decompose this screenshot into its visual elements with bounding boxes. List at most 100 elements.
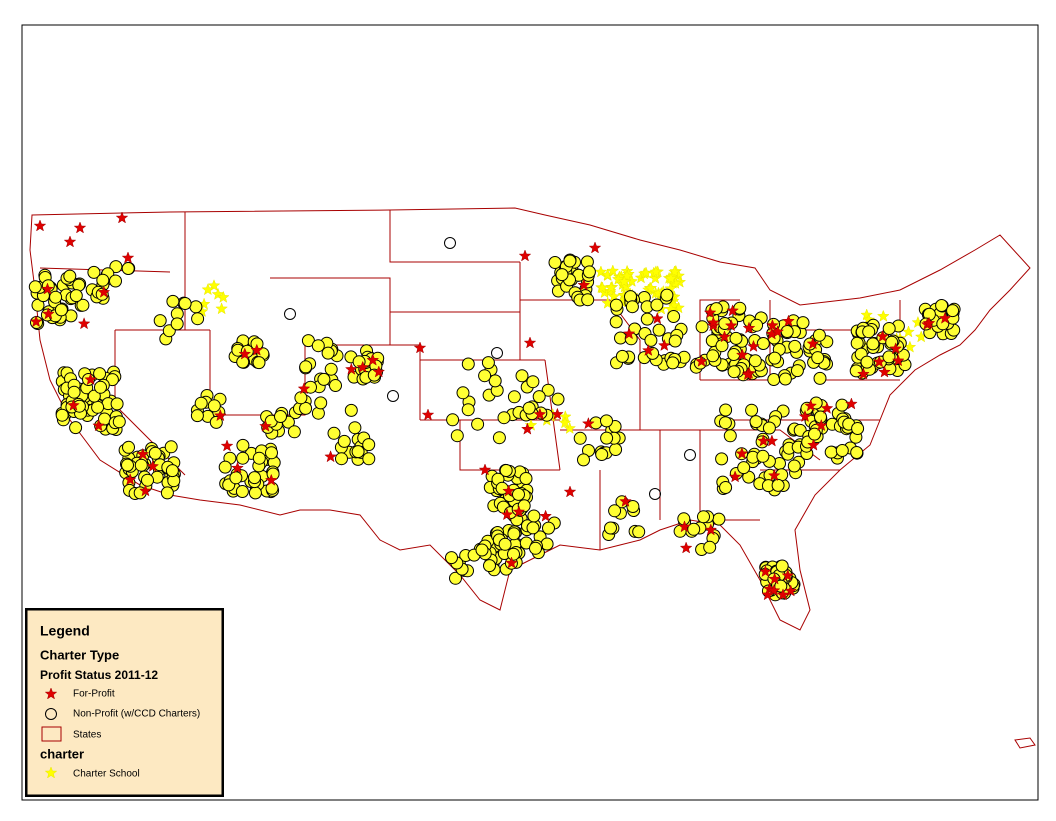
- for-profit-marker: [735, 446, 749, 460]
- non-profit-marker: [563, 254, 577, 268]
- non-profit-marker: [49, 290, 63, 304]
- for-profit-marker: [581, 416, 595, 430]
- non-profit-marker: [284, 308, 296, 320]
- for-profit-marker: [806, 337, 820, 350]
- non-profit-marker: [218, 460, 232, 474]
- non-profit-marker: [615, 349, 629, 363]
- charter-school-marker: [216, 290, 230, 303]
- non-profit-marker: [362, 438, 376, 452]
- non-profit-marker: [600, 414, 613, 428]
- non-profit-marker: [767, 373, 781, 386]
- for-profit-marker: [845, 397, 858, 410]
- non-profit-marker: [121, 262, 135, 275]
- for-profit-marker: [512, 505, 526, 518]
- for-profit-marker: [550, 407, 564, 420]
- for-profit-marker: [718, 330, 731, 343]
- for-profit-marker: [767, 468, 781, 482]
- non-profit-marker: [351, 445, 365, 459]
- for-profit-marker: [73, 221, 87, 234]
- non-profit-marker: [790, 364, 804, 378]
- non-profit-marker: [526, 375, 540, 389]
- non-profit-marker: [733, 301, 747, 315]
- non-profit-marker: [450, 429, 464, 443]
- non-profit-marker: [684, 449, 696, 461]
- non-profit-marker: [609, 443, 623, 456]
- for-profit-marker: [344, 362, 358, 375]
- non-profit-marker: [532, 390, 546, 404]
- non-profit-marker: [522, 401, 536, 415]
- non-profit-marker: [935, 299, 949, 312]
- non-profit-marker: [862, 325, 876, 339]
- legend-group: Charter Type: [40, 647, 119, 662]
- non-profit-marker: [780, 325, 794, 338]
- non-profit-marker: [756, 449, 770, 463]
- non-profit-marker: [165, 464, 179, 478]
- non-profit-marker: [274, 410, 287, 423]
- non-profit-marker: [715, 339, 729, 353]
- for-profit-marker: [92, 419, 105, 432]
- non-profit-marker: [87, 265, 101, 279]
- non-profit-marker: [122, 440, 135, 454]
- for-profit-marker: [757, 434, 770, 447]
- non-profit-marker: [94, 380, 107, 394]
- non-profit-marker: [327, 426, 341, 440]
- for-profit-marker: [784, 584, 798, 597]
- for-profit-marker: [747, 339, 760, 352]
- for-profit-marker: [264, 473, 278, 486]
- non-profit-marker: [96, 273, 110, 287]
- for-profit-marker: [872, 355, 886, 368]
- for-profit-marker: [250, 343, 264, 356]
- non-profit-marker: [166, 294, 180, 308]
- for-profit-marker: [857, 367, 870, 380]
- for-profit-marker: [650, 311, 664, 325]
- for-profit-marker: [922, 316, 936, 329]
- non-profit-marker: [555, 268, 569, 282]
- non-profit-marker: [609, 315, 623, 329]
- charter-school-marker: [606, 264, 620, 277]
- for-profit-marker: [297, 382, 311, 395]
- for-profit-marker: [703, 306, 717, 319]
- non-profit-marker: [87, 389, 101, 403]
- non-profit-marker: [499, 464, 513, 477]
- non-profit-marker: [625, 300, 639, 314]
- non-profit-marker: [235, 485, 249, 498]
- non-profit-marker: [194, 396, 208, 410]
- legend-item: Charter School: [73, 769, 140, 780]
- non-profit-marker: [668, 334, 682, 348]
- for-profit-marker: [324, 450, 337, 463]
- for-profit-marker: [231, 461, 244, 474]
- non-profit-marker: [229, 471, 243, 485]
- non-profit-marker: [98, 412, 111, 426]
- for-profit-marker: [220, 439, 234, 452]
- for-profit-marker: [728, 470, 742, 483]
- for-profit-marker: [804, 399, 818, 412]
- non-profit-marker: [824, 445, 838, 459]
- for-profit-marker: [735, 348, 749, 361]
- non-profit-marker: [112, 415, 126, 429]
- non-profit-marker: [76, 298, 90, 312]
- non-profit-marker: [236, 438, 250, 452]
- non-profit-marker: [577, 453, 590, 467]
- for-profit-marker: [776, 588, 790, 601]
- non-profit-marker: [946, 304, 960, 318]
- non-profit-marker: [507, 390, 521, 404]
- for-profit-marker: [768, 572, 782, 585]
- non-profit-marker: [750, 318, 764, 332]
- charter-school-marker: [876, 309, 890, 322]
- charter-school-marker: [644, 281, 658, 294]
- charter-school-marker: [563, 421, 577, 434]
- for-profit-marker: [889, 342, 903, 355]
- non-profit-marker: [540, 537, 554, 551]
- non-profit-marker: [148, 446, 162, 460]
- for-profit-marker: [539, 509, 552, 522]
- non-profit-marker: [461, 403, 475, 417]
- non-profit-marker: [775, 559, 789, 573]
- non-profit-marker: [519, 472, 533, 485]
- legend-symbol-for-profit: [44, 687, 58, 700]
- non-profit-marker: [811, 351, 825, 365]
- legend-symbol-states: [41, 726, 62, 742]
- non-profit-marker: [812, 328, 826, 342]
- for-profit-marker: [820, 401, 834, 414]
- non-profit-marker: [600, 431, 614, 445]
- charter-school-marker: [902, 325, 915, 338]
